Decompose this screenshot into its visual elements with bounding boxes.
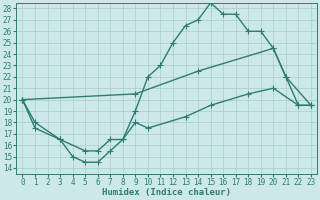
X-axis label: Humidex (Indice chaleur): Humidex (Indice chaleur) bbox=[102, 188, 231, 197]
